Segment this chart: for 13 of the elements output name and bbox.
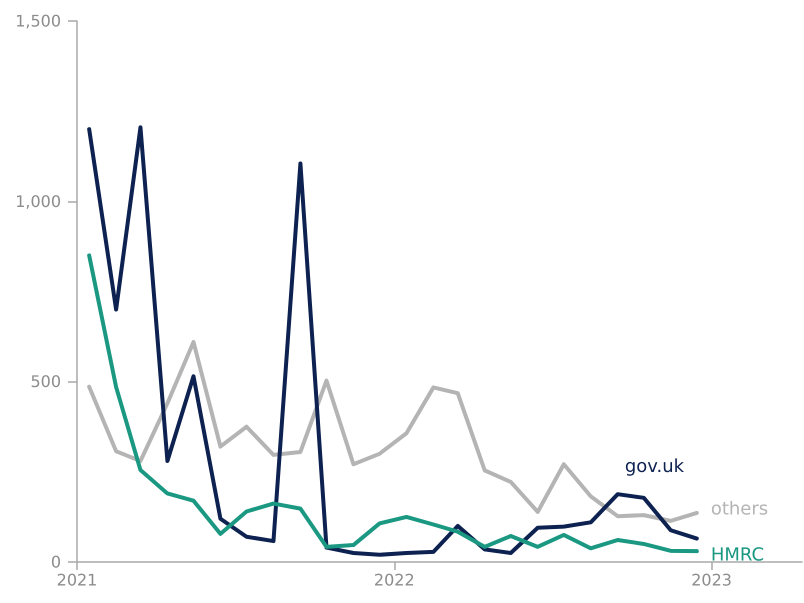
series-label: gov.uk <box>624 456 685 478</box>
series-label: others <box>710 498 768 520</box>
series-label: HMRC <box>710 544 764 566</box>
line-series <box>87 340 699 523</box>
y-tick-label: 1,500 <box>15 12 61 30</box>
x-tick-label: 2021 <box>56 570 98 590</box>
y-tick-label: 1,000 <box>15 192 61 211</box>
x-tick-label: 2023 <box>691 570 732 590</box>
x-tick-label: 2022 <box>374 570 415 590</box>
line-series <box>87 253 699 554</box>
y-tick-label: 0 <box>50 552 61 572</box>
line-series <box>87 125 699 557</box>
y-tick-label: 500 <box>30 372 61 392</box>
